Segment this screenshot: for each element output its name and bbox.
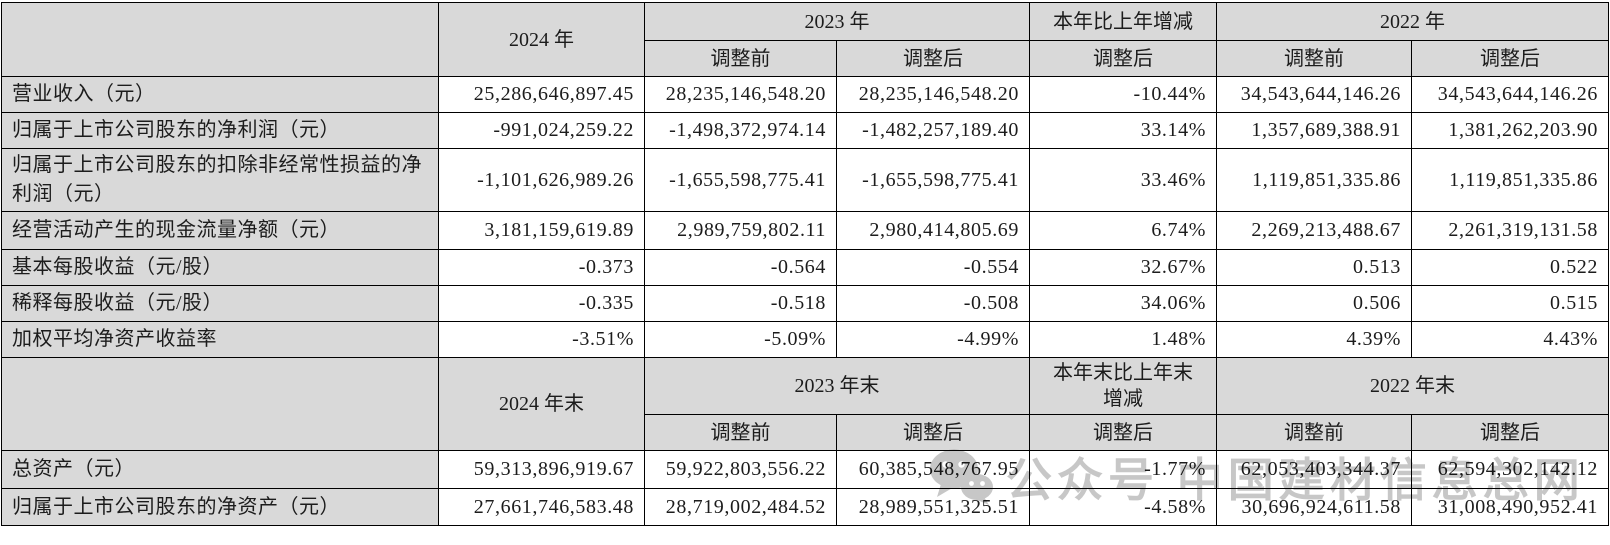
table-row-weighted-roe: 加权平均净资产收益率 -3.51% -5.09% -4.99% 1.48% 4.… xyxy=(1,321,1609,358)
cell-2022-before: 4.39% xyxy=(1216,321,1412,358)
cell-2023-after: 28,235,146,548.20 xyxy=(836,76,1030,113)
table-row-diluted-eps: 稀释每股收益（元/股） -0.335 -0.518 -0.508 34.06% … xyxy=(1,285,1609,322)
cell-2022-after: 62,594,302,142.12 xyxy=(1411,450,1609,489)
subheader-2022-after: 调整后 xyxy=(1411,40,1609,77)
cell-2023-after: 28,989,551,325.51 xyxy=(836,488,1030,526)
annual-subheader-row: 调整前 调整后 调整后 调整前 调整后 xyxy=(2,40,1609,77)
cell-2022-after: 2,261,319,131.58 xyxy=(1411,211,1609,250)
corner-blank-cell xyxy=(1,357,439,451)
cell-change: 34.06% xyxy=(1029,285,1217,322)
cell-change: 33.46% xyxy=(1029,148,1217,212)
table-row-basic-eps: 基本每股收益（元/股） -0.373 -0.564 -0.554 32.67% … xyxy=(1,249,1609,286)
subheader-2023-after: 调整后 xyxy=(836,414,1030,451)
row-label: 营业收入（元） xyxy=(1,76,439,113)
cell-2023-before: 2,989,759,802.11 xyxy=(644,211,837,250)
cell-2024: 27,661,746,583.48 xyxy=(438,488,645,526)
cell-change: 6.74% xyxy=(1029,211,1217,250)
cell-2022-after: 34,543,644,146.26 xyxy=(1411,76,1609,113)
row-label: 归属于上市公司股东的净资产（元） xyxy=(1,488,439,526)
cell-2023-after: -0.508 xyxy=(836,285,1030,322)
cell-2022-after: 0.515 xyxy=(1411,285,1609,322)
cell-2022-before: 0.506 xyxy=(1216,285,1412,322)
subheader-change-after: 调整后 xyxy=(1029,414,1217,451)
cell-2022-before: 30,696,924,611.58 xyxy=(1216,488,1412,526)
cell-2023-after: 2,980,414,805.69 xyxy=(836,211,1030,250)
cell-change: 32.67% xyxy=(1029,249,1217,286)
cell-2023-after: -1,655,598,775.41 xyxy=(836,148,1030,212)
subheader-2022-after: 调整后 xyxy=(1411,414,1609,451)
row-label: 经营活动产生的现金流量净额（元） xyxy=(1,211,439,250)
cell-2022-before: 1,357,689,388.91 xyxy=(1216,112,1412,149)
subheader-2022-before: 调整前 xyxy=(1216,40,1412,77)
cell-change: -10.44% xyxy=(1029,76,1217,113)
cell-2022-before: 0.513 xyxy=(1216,249,1412,286)
cell-2024: -991,024,259.22 xyxy=(438,112,645,149)
subheader-2023-after: 调整后 xyxy=(836,40,1030,77)
cell-change: -1.77% xyxy=(1029,450,1217,489)
table-row-net-profit-deducted: 归属于上市公司股东的扣除非经常性损益的净利润（元） -1,101,626,989… xyxy=(1,148,1609,212)
cell-2023-before: -0.564 xyxy=(644,249,837,286)
cell-2023-before: -0.518 xyxy=(644,285,837,322)
header-2023: 2023 年 xyxy=(644,2,1030,41)
header-2023-yearend: 2023 年末 xyxy=(644,357,1030,415)
cell-2023-before: -1,498,372,974.14 xyxy=(644,112,837,149)
table-row-total-assets: 总资产（元） 59,313,896,919.67 59,922,803,556.… xyxy=(1,450,1609,489)
subheader-change-after: 调整后 xyxy=(1029,40,1217,77)
annual-header-row: 2024 年 2023 年 本年比上年增减 2022 年 xyxy=(1,2,1609,77)
cell-change: 1.48% xyxy=(1029,321,1217,358)
cell-2023-after: 60,385,548,767.95 xyxy=(836,450,1030,489)
cell-2023-before: -1,655,598,775.41 xyxy=(644,148,837,212)
table-row-operating-cashflow: 经营活动产生的现金流量净额（元） 3,181,159,619.89 2,989,… xyxy=(1,211,1609,250)
subheader-2023-before: 调整前 xyxy=(644,40,837,77)
row-label: 加权平均净资产收益率 xyxy=(1,321,439,358)
cell-2024: -1,101,626,989.26 xyxy=(438,148,645,212)
cell-2022-after: 1,119,851,335.86 xyxy=(1411,148,1609,212)
header-2022: 2022 年 xyxy=(1216,2,1609,41)
cell-2022-after: 4.43% xyxy=(1411,321,1609,358)
cell-2024: 59,313,896,919.67 xyxy=(438,450,645,489)
yearend-header-row: 2024 年末 2023 年末 本年末比上年末增减 2022 年末 xyxy=(1,357,1609,451)
header-2024: 2024 年 xyxy=(438,2,645,77)
subheader-2023-before: 调整前 xyxy=(644,414,837,451)
cell-2024: -0.373 xyxy=(438,249,645,286)
row-label: 基本每股收益（元/股） xyxy=(1,249,439,286)
cell-2023-after: -1,482,257,189.40 xyxy=(836,112,1030,149)
row-label: 稀释每股收益（元/股） xyxy=(1,285,439,322)
header-2024-yearend: 2024 年末 xyxy=(438,357,645,451)
cell-2024: -0.335 xyxy=(438,285,645,322)
cell-change: 33.14% xyxy=(1029,112,1217,149)
row-label: 归属于上市公司股东的扣除非经常性损益的净利润（元） xyxy=(1,148,439,212)
corner-blank-cell xyxy=(1,2,439,77)
row-label: 总资产（元） xyxy=(1,450,439,489)
header-change: 本年比上年增减 xyxy=(1029,2,1217,41)
cell-2023-after: -4.99% xyxy=(836,321,1030,358)
row-label: 归属于上市公司股东的净利润（元） xyxy=(1,112,439,149)
cell-2024: -3.51% xyxy=(438,321,645,358)
cell-2022-before: 2,269,213,488.67 xyxy=(1216,211,1412,250)
yearend-subheader-row: 调整前 调整后 调整后 调整前 调整后 xyxy=(2,414,1609,451)
cell-2022-after: 0.522 xyxy=(1411,249,1609,286)
cell-2024: 3,181,159,619.89 xyxy=(438,211,645,250)
table-row-net-profit: 归属于上市公司股东的净利润（元） -991,024,259.22 -1,498,… xyxy=(1,112,1609,149)
cell-change: -4.58% xyxy=(1029,488,1217,526)
table-row-revenue: 营业收入（元） 25,286,646,897.45 28,235,146,548… xyxy=(1,76,1609,113)
cell-2022-before: 34,543,644,146.26 xyxy=(1216,76,1412,113)
cell-2023-before: 59,922,803,556.22 xyxy=(644,450,837,489)
cell-2023-before: 28,719,002,484.52 xyxy=(644,488,837,526)
header-2022-yearend: 2022 年末 xyxy=(1216,357,1609,415)
key-financials-table: 2024 年 2023 年 本年比上年增减 2022 年 调整前 调整后 调整后… xyxy=(1,2,1609,526)
cell-2023-after: -0.554 xyxy=(836,249,1030,286)
cell-2022-after: 1,381,262,203.90 xyxy=(1411,112,1609,149)
cell-2022-after: 31,008,490,952.41 xyxy=(1411,488,1609,526)
cell-2023-before: 28,235,146,548.20 xyxy=(644,76,837,113)
cell-2024: 25,286,646,897.45 xyxy=(438,76,645,113)
table-row-net-assets: 归属于上市公司股东的净资产（元） 27,661,746,583.48 28,71… xyxy=(1,488,1609,526)
header-yearend-change: 本年末比上年末增减 xyxy=(1029,357,1217,415)
cell-2022-before: 62,053,403,344.37 xyxy=(1216,450,1412,489)
subheader-2022-before: 调整前 xyxy=(1216,414,1412,451)
cell-2022-before: 1,119,851,335.86 xyxy=(1216,148,1412,212)
cell-2023-before: -5.09% xyxy=(644,321,837,358)
